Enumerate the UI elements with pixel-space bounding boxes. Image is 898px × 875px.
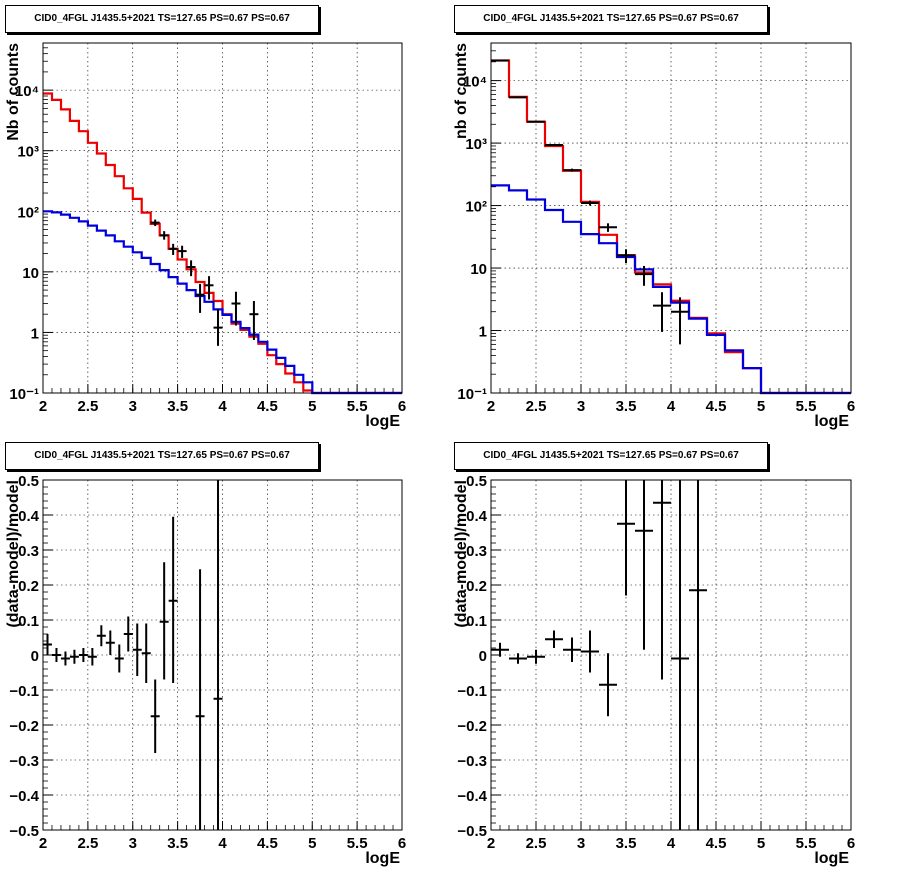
y-tick-label: 0.2 bbox=[466, 578, 487, 595]
y-tick-label: 0.4 bbox=[466, 508, 488, 525]
y-tick-label: −0.4 bbox=[457, 788, 487, 805]
x-tick-label: 2 bbox=[39, 835, 47, 852]
series-model_total bbox=[491, 59, 851, 395]
y-tick-label: 10⁻¹ bbox=[457, 386, 487, 403]
x-tick-label: 2 bbox=[487, 835, 495, 852]
x-axis-label: logE bbox=[365, 413, 400, 430]
y-tick-label: 10³ bbox=[17, 144, 39, 161]
x-tick-label: 4 bbox=[218, 835, 227, 852]
x-tick-label: 3 bbox=[129, 835, 137, 852]
y-tick-label: 0.5 bbox=[466, 473, 487, 490]
x-tick-label: 2.5 bbox=[77, 835, 98, 852]
y-tick-label: −0.1 bbox=[457, 683, 487, 700]
x-tick-label: 3.5 bbox=[167, 398, 188, 415]
x-tick-label: 4.5 bbox=[706, 835, 727, 852]
x-tick-label: 2 bbox=[39, 398, 47, 415]
x-tick-label: 5 bbox=[757, 835, 765, 852]
x-tick-label: 3 bbox=[577, 398, 585, 415]
y-tick-label: 0.3 bbox=[466, 543, 487, 560]
y-tick-label: −0.5 bbox=[9, 823, 39, 840]
y-axis-label: (data-model)/model bbox=[453, 480, 470, 628]
x-tick-label: 5.5 bbox=[347, 835, 368, 852]
x-tick-label: 3 bbox=[129, 398, 137, 415]
x-tick-label: 5.5 bbox=[796, 835, 817, 852]
y-tick-label: 0.5 bbox=[18, 473, 39, 490]
x-tick-label: 3 bbox=[577, 835, 585, 852]
x-tick-label: 4.5 bbox=[257, 398, 278, 415]
y-axis-label: (data-model)/model bbox=[5, 480, 22, 628]
y-tick-label: 0 bbox=[479, 648, 487, 665]
y-tick-label: 1 bbox=[31, 325, 39, 342]
x-tick-label: 4 bbox=[218, 398, 227, 415]
y-tick-label: −0.1 bbox=[9, 683, 39, 700]
y-tick-label: 1 bbox=[479, 324, 487, 341]
panel-title-1: CID0_4FGL J1435.5+2021 TS=127.65 PS=0.67… bbox=[454, 5, 768, 33]
panel-3: 2 2.5 3 3.5 4 4.5 5 5.5 6 −0.5 −0.4 −0.3 −0.2 −0.1 0 0.… bbox=[453, 473, 855, 867]
panel-0: 2 2.5 3 3.5 4 4.5 5 5.5 6 10⁻¹ 1 10 10² 10³ 10⁴ logE Nb … bbox=[5, 42, 406, 430]
y-tick-label: −0.3 bbox=[9, 753, 39, 770]
x-tick-label: 5.5 bbox=[347, 398, 368, 415]
x-tick-label: 4.5 bbox=[706, 398, 727, 415]
y-tick-label: −0.4 bbox=[9, 788, 39, 805]
x-tick-label: 3.5 bbox=[616, 835, 637, 852]
x-tick-label: 6 bbox=[847, 398, 855, 415]
y-tick-label: 10² bbox=[465, 199, 487, 216]
y-tick-label: 10⁴ bbox=[463, 74, 487, 91]
panel-1: 2 2.5 3 3.5 4 4.5 5 5.5 6 10⁻¹ 1 10 10² 10³ 10⁴ logE nb … bbox=[453, 42, 855, 430]
plot-frame bbox=[490, 479, 852, 831]
x-tick-label: 2.5 bbox=[77, 398, 98, 415]
x-tick-label: 2.5 bbox=[526, 835, 547, 852]
plot-frame bbox=[42, 479, 403, 831]
y-tick-label: 10⁴ bbox=[15, 83, 39, 100]
x-tick-label: 6 bbox=[847, 835, 855, 852]
y-tick-label: 10² bbox=[17, 204, 39, 221]
x-tick-label: 5 bbox=[308, 835, 316, 852]
x-tick-label: 4.5 bbox=[257, 835, 278, 852]
panel-title-2: CID0_4FGL J1435.5+2021 TS=127.65 PS=0.67… bbox=[5, 442, 319, 470]
plot-frame bbox=[490, 42, 852, 394]
y-tick-label: 0 bbox=[31, 648, 39, 665]
x-tick-label: 3.5 bbox=[167, 835, 188, 852]
x-tick-label: 6 bbox=[398, 398, 406, 415]
y-tick-label: 0.2 bbox=[18, 578, 39, 595]
x-tick-label: 5.5 bbox=[796, 398, 817, 415]
x-axis-label: logE bbox=[814, 413, 849, 430]
plot-frame bbox=[42, 42, 403, 394]
x-tick-label: 6 bbox=[398, 835, 406, 852]
x-tick-label: 3.5 bbox=[616, 398, 637, 415]
x-tick-label: 5 bbox=[308, 398, 316, 415]
y-tick-label: 10 bbox=[22, 265, 39, 282]
x-tick-label: 5 bbox=[757, 398, 765, 415]
y-tick-label: −0.2 bbox=[457, 718, 487, 735]
x-tick-label: 4 bbox=[667, 398, 676, 415]
panel-2: 2 2.5 3 3.5 4 4.5 5 5.5 6 −0.5 −0.4 −0.3 −0.2 −0.1 0 0.… bbox=[5, 473, 406, 867]
series-model_background bbox=[43, 210, 402, 395]
y-tick-label: 10⁻¹ bbox=[9, 386, 39, 403]
y-tick-label: 0.1 bbox=[466, 613, 487, 630]
y-tick-label: 10³ bbox=[465, 136, 487, 153]
x-tick-label: 2 bbox=[487, 398, 495, 415]
y-tick-label: −0.2 bbox=[9, 718, 39, 735]
y-axis-label: nb of counts bbox=[453, 43, 470, 139]
y-tick-label: 10 bbox=[470, 261, 487, 278]
x-axis-label: logE bbox=[814, 850, 849, 867]
series-model_total bbox=[43, 92, 402, 395]
y-axis-label: Nb of counts bbox=[5, 43, 22, 141]
y-tick-label: 0.4 bbox=[18, 508, 40, 525]
x-tick-label: 4 bbox=[667, 835, 676, 852]
y-tick-label: −0.3 bbox=[457, 753, 487, 770]
series-model_background bbox=[491, 184, 851, 395]
panel-title-0: CID0_4FGL J1435.5+2021 TS=127.65 PS=0.67… bbox=[5, 5, 319, 33]
panel-title-3: CID0_4FGL J1435.5+2021 TS=127.65 PS=0.67… bbox=[454, 442, 768, 470]
y-tick-label: 0.1 bbox=[18, 613, 39, 630]
y-tick-label: −0.5 bbox=[457, 823, 487, 840]
y-tick-label: 0.3 bbox=[18, 543, 39, 560]
x-tick-label: 2.5 bbox=[526, 398, 547, 415]
x-axis-label: logE bbox=[365, 850, 400, 867]
